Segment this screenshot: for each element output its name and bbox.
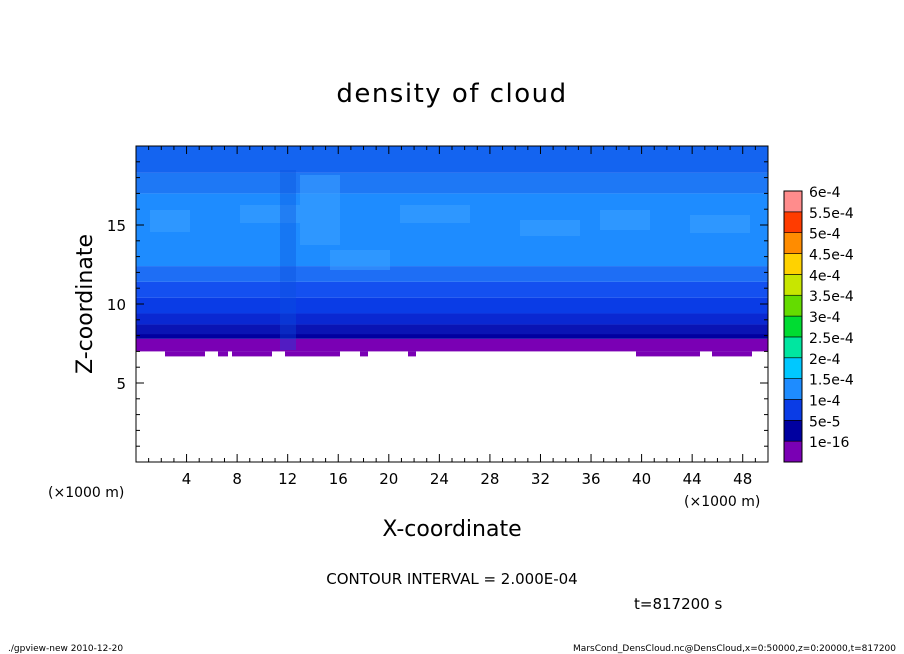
edge-blob-6 <box>636 351 700 357</box>
texture-patch-2 <box>300 175 340 245</box>
x-tick-label: 32 <box>531 470 550 488</box>
texture-patch-1 <box>240 205 300 223</box>
colorbar-swatch <box>783 190 803 213</box>
contour-band-6 <box>136 266 768 282</box>
colorbar-swatch <box>783 232 803 254</box>
texture-patch-0 <box>150 210 190 232</box>
footer-left: ./gpview-new 2010-12-20 <box>8 644 123 654</box>
contour-band-7 <box>136 193 768 267</box>
colorbar-label: 3e-4 <box>809 310 841 326</box>
contour-band-9 <box>136 146 768 173</box>
plume-streak <box>280 170 296 350</box>
edge-blob-3 <box>285 351 340 357</box>
edge-blob-1 <box>218 351 228 357</box>
colorbar-label: 2.5e-4 <box>809 331 854 347</box>
colorbar-label: 4e-4 <box>809 268 841 284</box>
color-bar: 1e-16 5e-5 1e-4 1.5e-4 2e-4 2.5e-4 3e-4 3.5e-4 4… <box>783 185 854 463</box>
colorbar-label: 3.5e-4 <box>809 289 854 305</box>
texture-patch-5 <box>520 220 580 236</box>
colorbar-label: 1.5e-4 <box>809 373 854 389</box>
contour-band-2 <box>136 324 768 335</box>
x-axis-label: X-coordinate <box>382 517 521 542</box>
colorbar-swatch <box>783 420 803 442</box>
contour-band-0 <box>136 338 768 352</box>
colorbar-swatch <box>783 399 803 421</box>
y-axis-label: Z-coordinate <box>73 234 98 374</box>
texture-patch-3 <box>330 250 390 270</box>
contour-band-5 <box>136 281 768 298</box>
colorbar-label: 2e-4 <box>809 352 841 368</box>
colorbar-label: 5e-4 <box>809 227 841 243</box>
colorbar-label: 5e-5 <box>809 414 840 430</box>
y-tick-label: 15 <box>107 217 126 235</box>
contour-band-4 <box>136 297 768 314</box>
colorbar-swatch <box>783 378 803 400</box>
colorbar-label: 1e-16 <box>809 435 849 451</box>
colorbar-swatch <box>783 294 803 317</box>
contour-fill-bands <box>136 146 768 352</box>
colorbar-frame <box>783 190 803 463</box>
chart-title: density of cloud <box>336 79 567 109</box>
contour-band-3 <box>136 313 768 325</box>
contour-band-1 <box>136 334 768 339</box>
edge-blob-2 <box>232 351 272 357</box>
x-axis-ticks: 4 8 12 16 20 24 28 32 36 40 44 48 <box>148 146 756 488</box>
colorbar-label: 4.5e-4 <box>809 248 854 264</box>
x-tick-label: 36 <box>581 470 600 488</box>
colorbar-label: 1e-4 <box>809 393 841 409</box>
x-tick-label: 24 <box>430 470 449 488</box>
edge-blob-4 <box>360 351 368 357</box>
y-tick-label: 5 <box>116 375 126 393</box>
y-tick-label: 10 <box>107 296 126 314</box>
edge-blob-5 <box>408 351 416 357</box>
x-tick-label: 16 <box>329 470 348 488</box>
colorbar-label: 6e-4 <box>809 185 841 201</box>
contour-interval: CONTOUR INTERVAL = 2.000E-04 <box>326 570 577 588</box>
x-tick-label: 40 <box>632 470 651 488</box>
texture-patch-7 <box>690 215 750 233</box>
colorbar-swatch <box>783 211 803 233</box>
x-unit-left: (×1000 m) <box>48 485 124 501</box>
footer-right: MarsCond_DensCloud.nc@DensCloud,x=0:5000… <box>573 644 896 654</box>
colorbar-swatch <box>783 315 803 338</box>
x-unit-right: (×1000 m) <box>684 494 760 510</box>
x-tick-label: 28 <box>480 470 499 488</box>
colorbar-swatch <box>783 357 803 379</box>
x-tick-label: 44 <box>683 470 702 488</box>
edge-blob-7 <box>712 351 752 357</box>
x-tick-label: 12 <box>278 470 297 488</box>
texture-patch-6 <box>600 210 650 230</box>
cloud-texture <box>150 170 750 350</box>
y-axis-ticks: 5 10 15 <box>107 161 768 447</box>
colorbar-swatch <box>783 440 803 463</box>
texture-patch-4 <box>400 205 470 223</box>
x-tick-label: 8 <box>232 470 242 488</box>
x-tick-label: 4 <box>182 470 192 488</box>
contour-band-8 <box>136 172 768 194</box>
colorbar-swatch <box>783 274 803 296</box>
colorbar-label: 5.5e-4 <box>809 206 854 222</box>
cloud-bottom-edge <box>165 351 752 357</box>
time-label: t=817200 s <box>634 595 722 613</box>
colorbar-swatch <box>783 336 803 359</box>
colorbar-swatch <box>783 253 803 275</box>
edge-blob-0 <box>165 351 205 357</box>
x-tick-label: 20 <box>379 470 398 488</box>
x-tick-label: 48 <box>733 470 752 488</box>
